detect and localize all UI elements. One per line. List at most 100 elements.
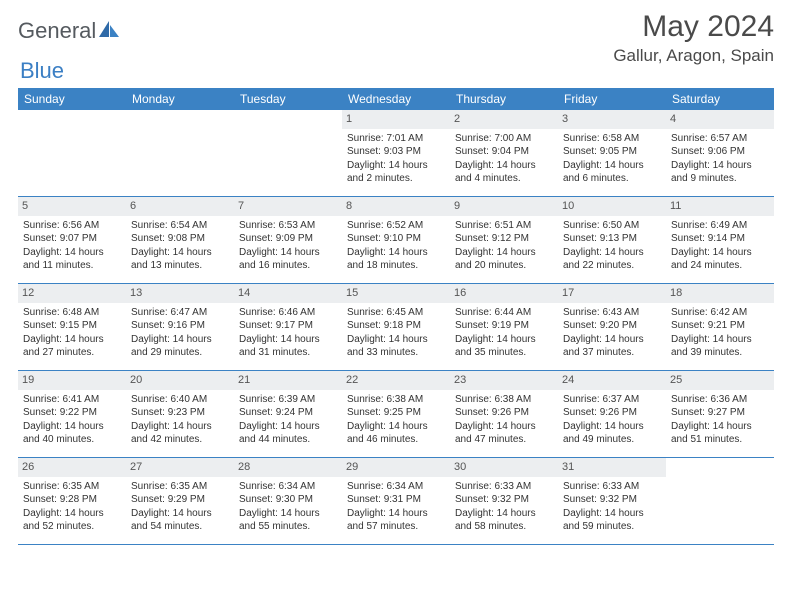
day-sunset: Sunset: 9:32 PM [563, 493, 661, 507]
week-row: 26Sunrise: 6:35 AMSunset: 9:28 PMDayligh… [18, 458, 774, 545]
day-daylight2: and 54 minutes. [131, 520, 229, 534]
day-daylight1: Daylight: 14 hours [671, 333, 769, 347]
day-daylight2: and 9 minutes. [671, 172, 769, 186]
day-daylight1: Daylight: 14 hours [239, 420, 337, 434]
day-sunset: Sunset: 9:26 PM [455, 406, 553, 420]
day-number: 17 [558, 284, 666, 303]
day-daylight1: Daylight: 14 hours [23, 333, 121, 347]
day-daylight2: and 33 minutes. [347, 346, 445, 360]
day-number: 5 [18, 197, 126, 216]
weekday-header: Friday [558, 88, 666, 110]
day-sunrise: Sunrise: 6:38 AM [347, 393, 445, 407]
day-sunrise: Sunrise: 7:01 AM [347, 132, 445, 146]
weekday-header: Tuesday [234, 88, 342, 110]
day-sunset: Sunset: 9:31 PM [347, 493, 445, 507]
day-sunset: Sunset: 9:26 PM [563, 406, 661, 420]
day-daylight1: Daylight: 14 hours [671, 420, 769, 434]
day-number: 28 [234, 458, 342, 477]
day-number: 30 [450, 458, 558, 477]
day-number: 23 [450, 371, 558, 390]
day-sunrise: Sunrise: 6:52 AM [347, 219, 445, 233]
day-daylight2: and 11 minutes. [23, 259, 121, 273]
day-number: 22 [342, 371, 450, 390]
day-cell: 20Sunrise: 6:40 AMSunset: 9:23 PMDayligh… [126, 371, 234, 457]
day-daylight2: and 27 minutes. [23, 346, 121, 360]
weekday-header: Monday [126, 88, 234, 110]
day-daylight1: Daylight: 14 hours [563, 333, 661, 347]
day-number: 29 [342, 458, 450, 477]
day-cell: 13Sunrise: 6:47 AMSunset: 9:16 PMDayligh… [126, 284, 234, 370]
day-cell: 30Sunrise: 6:33 AMSunset: 9:32 PMDayligh… [450, 458, 558, 544]
day-daylight2: and 39 minutes. [671, 346, 769, 360]
logo-word1: General [18, 18, 96, 44]
day-cell: 15Sunrise: 6:45 AMSunset: 9:18 PMDayligh… [342, 284, 450, 370]
day-sunset: Sunset: 9:06 PM [671, 145, 769, 159]
day-sunset: Sunset: 9:13 PM [563, 232, 661, 246]
day-daylight2: and 18 minutes. [347, 259, 445, 273]
day-sunrise: Sunrise: 6:58 AM [563, 132, 661, 146]
day-sunset: Sunset: 9:10 PM [347, 232, 445, 246]
day-sunrise: Sunrise: 6:42 AM [671, 306, 769, 320]
day-cell: 5Sunrise: 6:56 AMSunset: 9:07 PMDaylight… [18, 197, 126, 283]
day-number: 6 [126, 197, 234, 216]
weekday-header-row: SundayMondayTuesdayWednesdayThursdayFrid… [18, 88, 774, 110]
day-sunset: Sunset: 9:24 PM [239, 406, 337, 420]
day-sunset: Sunset: 9:19 PM [455, 319, 553, 333]
day-sunset: Sunset: 9:07 PM [23, 232, 121, 246]
day-sunset: Sunset: 9:21 PM [671, 319, 769, 333]
day-number: 19 [18, 371, 126, 390]
calendar-page: General May 2024 Gallur, Aragon, Spain B… [0, 0, 792, 555]
day-daylight2: and 22 minutes. [563, 259, 661, 273]
day-sunrise: Sunrise: 6:48 AM [23, 306, 121, 320]
day-cell: 4Sunrise: 6:57 AMSunset: 9:06 PMDaylight… [666, 110, 774, 196]
day-sunset: Sunset: 9:29 PM [131, 493, 229, 507]
day-daylight1: Daylight: 14 hours [23, 246, 121, 260]
day-cell [666, 458, 774, 544]
day-cell: 11Sunrise: 6:49 AMSunset: 9:14 PMDayligh… [666, 197, 774, 283]
day-daylight2: and 51 minutes. [671, 433, 769, 447]
day-cell: 10Sunrise: 6:50 AMSunset: 9:13 PMDayligh… [558, 197, 666, 283]
day-number: 10 [558, 197, 666, 216]
day-sunset: Sunset: 9:20 PM [563, 319, 661, 333]
day-sunset: Sunset: 9:23 PM [131, 406, 229, 420]
day-daylight1: Daylight: 14 hours [563, 159, 661, 173]
day-cell: 9Sunrise: 6:51 AMSunset: 9:12 PMDaylight… [450, 197, 558, 283]
day-sunset: Sunset: 9:03 PM [347, 145, 445, 159]
day-sunset: Sunset: 9:22 PM [23, 406, 121, 420]
day-sunrise: Sunrise: 6:33 AM [563, 480, 661, 494]
day-cell: 7Sunrise: 6:53 AMSunset: 9:09 PMDaylight… [234, 197, 342, 283]
day-number: 18 [666, 284, 774, 303]
day-daylight2: and 2 minutes. [347, 172, 445, 186]
day-sunrise: Sunrise: 7:00 AM [455, 132, 553, 146]
day-cell: 25Sunrise: 6:36 AMSunset: 9:27 PMDayligh… [666, 371, 774, 457]
day-cell: 19Sunrise: 6:41 AMSunset: 9:22 PMDayligh… [18, 371, 126, 457]
weekday-header: Wednesday [342, 88, 450, 110]
day-sunrise: Sunrise: 6:57 AM [671, 132, 769, 146]
day-daylight2: and 4 minutes. [455, 172, 553, 186]
day-daylight1: Daylight: 14 hours [131, 333, 229, 347]
day-sunset: Sunset: 9:05 PM [563, 145, 661, 159]
day-daylight1: Daylight: 14 hours [23, 420, 121, 434]
day-sunrise: Sunrise: 6:46 AM [239, 306, 337, 320]
title-block: May 2024 Gallur, Aragon, Spain [613, 10, 774, 66]
day-cell: 27Sunrise: 6:35 AMSunset: 9:29 PMDayligh… [126, 458, 234, 544]
day-number: 25 [666, 371, 774, 390]
day-daylight2: and 57 minutes. [347, 520, 445, 534]
day-cell: 21Sunrise: 6:39 AMSunset: 9:24 PMDayligh… [234, 371, 342, 457]
day-daylight2: and 52 minutes. [23, 520, 121, 534]
location-label: Gallur, Aragon, Spain [613, 46, 774, 66]
day-daylight1: Daylight: 14 hours [131, 507, 229, 521]
calendar-grid: SundayMondayTuesdayWednesdayThursdayFrid… [18, 88, 774, 545]
day-sunrise: Sunrise: 6:34 AM [239, 480, 337, 494]
day-daylight1: Daylight: 14 hours [239, 507, 337, 521]
day-sunrise: Sunrise: 6:34 AM [347, 480, 445, 494]
day-sunrise: Sunrise: 6:33 AM [455, 480, 553, 494]
day-cell [18, 110, 126, 196]
day-cell: 28Sunrise: 6:34 AMSunset: 9:30 PMDayligh… [234, 458, 342, 544]
day-cell: 2Sunrise: 7:00 AMSunset: 9:04 PMDaylight… [450, 110, 558, 196]
day-daylight2: and 35 minutes. [455, 346, 553, 360]
month-title: May 2024 [613, 10, 774, 44]
day-sunrise: Sunrise: 6:36 AM [671, 393, 769, 407]
day-daylight1: Daylight: 14 hours [239, 246, 337, 260]
day-sunset: Sunset: 9:17 PM [239, 319, 337, 333]
